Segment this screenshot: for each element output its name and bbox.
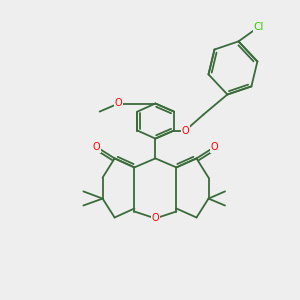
Text: O: O bbox=[152, 213, 159, 224]
Text: O: O bbox=[93, 142, 101, 152]
Text: O: O bbox=[182, 125, 189, 136]
Text: O: O bbox=[211, 142, 218, 152]
Text: O: O bbox=[115, 98, 122, 109]
Text: Cl: Cl bbox=[254, 22, 264, 32]
